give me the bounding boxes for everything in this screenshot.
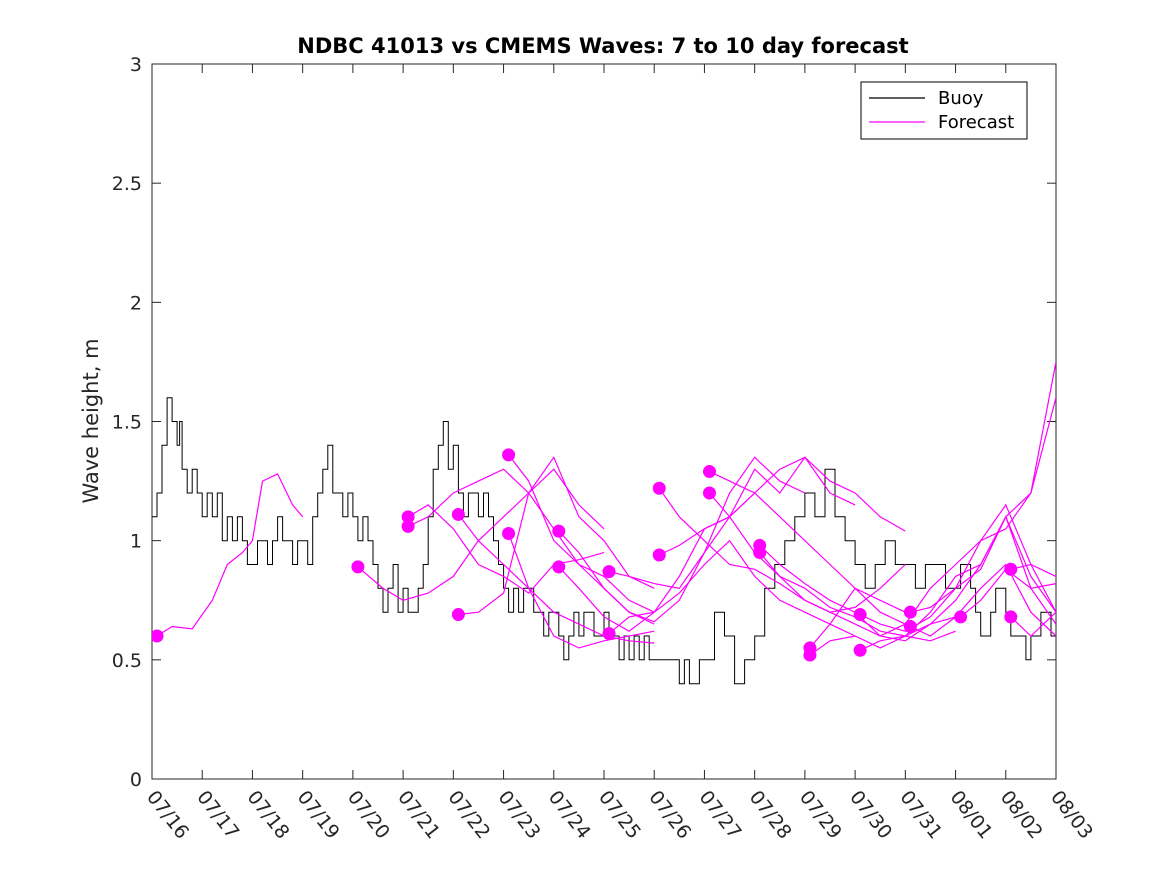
- x-tick-label: 07/24: [544, 787, 595, 844]
- x-tick-label: 07/29: [795, 787, 846, 844]
- forecast-start-marker: [1004, 562, 1018, 576]
- forecast-series-line: [558, 456, 806, 623]
- forecast-start-marker: [552, 560, 566, 574]
- x-tick-label: 07/31: [895, 787, 946, 844]
- forecast-series-line: [658, 487, 906, 613]
- forecast-start-marker: [502, 527, 516, 541]
- y-tick-label: 0: [130, 769, 142, 791]
- forecast-start-marker: [652, 481, 666, 495]
- forecast-series-line: [608, 456, 856, 589]
- x-tick-label: 07/21: [393, 787, 444, 844]
- forecast-series-line: [809, 361, 1056, 649]
- data-series: [152, 361, 1056, 685]
- forecast-start-marker: [602, 565, 616, 579]
- forecast-start-marker: [853, 608, 867, 622]
- forecast-series-line: [910, 515, 1056, 613]
- y-tick-label: 0.5: [112, 650, 142, 672]
- x-tick-label: 08/01: [946, 787, 997, 844]
- forecast-start-marker: [552, 524, 566, 538]
- x-tick-label: 07/27: [695, 787, 746, 844]
- x-tick-label: 08/02: [996, 787, 1047, 844]
- forecast-series-line: [709, 471, 906, 613]
- forecast-start-marker: [702, 465, 716, 479]
- forecast-start-marker: [451, 608, 465, 622]
- y-tick-label: 1.5: [112, 412, 142, 434]
- axes-box: [151, 63, 1057, 780]
- forecast-series-line: [910, 563, 1056, 637]
- forecast-start-marker: [853, 643, 867, 657]
- forecast-start-marker: [502, 448, 516, 462]
- forecast-start-marker: [803, 648, 817, 662]
- forecast-start-marker: [351, 560, 365, 574]
- y-tick-label: 3: [130, 54, 142, 76]
- legend-box: [860, 81, 1028, 140]
- forecast-start-marker: [903, 605, 917, 619]
- forecast-start-marker: [753, 546, 767, 560]
- forecast-start-marker: [702, 486, 716, 500]
- x-tick-label: 07/20: [343, 787, 394, 844]
- y-tick-label: 2.5: [112, 173, 142, 195]
- x-tick-label: 07/28: [745, 787, 796, 844]
- x-tick-label: 07/26: [644, 787, 695, 844]
- forecast-start-marker: [954, 610, 968, 624]
- forecast-series-line: [1010, 611, 1056, 637]
- x-tick-label: 07/22: [443, 787, 494, 844]
- x-tick-label: 07/16: [142, 787, 193, 844]
- x-tick-label: 07/17: [192, 787, 243, 844]
- forecast-series-line: [458, 456, 655, 616]
- forecast-start-marker: [652, 548, 666, 562]
- forecast-start-marker: [451, 507, 465, 521]
- forecast-series-line: [709, 492, 906, 637]
- forecast-series-line: [1010, 563, 1056, 577]
- x-tick-label: 08/03: [1046, 787, 1097, 844]
- x-tick-label: 07/30: [845, 787, 896, 844]
- legend-entry-label: Buoy: [938, 88, 984, 109]
- legend: Buoy Forecast: [860, 81, 1028, 140]
- forecast-series-line: [457, 514, 655, 644]
- forecast-series-line: [508, 533, 655, 649]
- forecast-series-line: [407, 504, 605, 594]
- forecast-start-marker: [1004, 610, 1018, 624]
- x-tick-label: 07/25: [594, 787, 645, 844]
- chart-title: NDBC 41013 vs CMEMS Waves: 7 to 10 day f…: [297, 34, 908, 58]
- x-tick-label: 07/23: [494, 787, 545, 844]
- forecast-series-line: [508, 454, 655, 625]
- forecast-series-line: [156, 473, 304, 637]
- forecast-series-line: [859, 515, 1056, 651]
- forecast-start-marker: [401, 510, 415, 524]
- forecast-start-marker: [903, 619, 917, 633]
- y-tick-label: 1: [130, 531, 142, 553]
- forecast-series-line: [809, 397, 1056, 656]
- forecast-series-line: [960, 568, 1056, 618]
- y-tick-label: 2: [130, 292, 142, 314]
- forecast-start-marker: [602, 627, 616, 641]
- y-axis-label: Wave height, m: [79, 338, 103, 503]
- x-tick-label: 07/18: [243, 787, 294, 844]
- forecast-series-line: [658, 456, 906, 556]
- buoy-series-line: [152, 397, 1056, 685]
- forecast-series-line: [608, 539, 856, 637]
- x-tick-label: 07/19: [293, 787, 344, 844]
- legend-entry-label: Forecast: [938, 112, 1014, 133]
- forecast-start-marker: [401, 519, 415, 533]
- forecast-start-marker: [152, 629, 164, 643]
